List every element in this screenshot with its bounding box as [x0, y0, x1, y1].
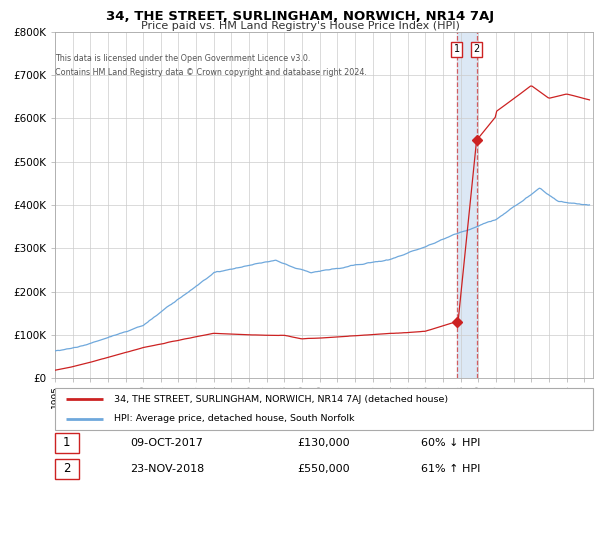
Text: Contains HM Land Registry data © Crown copyright and database right 2024.: Contains HM Land Registry data © Crown c… — [55, 68, 367, 77]
Text: 2: 2 — [473, 44, 480, 54]
Text: 34, THE STREET, SURLINGHAM, NORWICH, NR14 7AJ (detached house): 34, THE STREET, SURLINGHAM, NORWICH, NR1… — [114, 395, 448, 404]
FancyBboxPatch shape — [55, 433, 79, 453]
Text: £130,000: £130,000 — [297, 438, 350, 448]
Text: £550,000: £550,000 — [297, 464, 350, 474]
Text: 60% ↓ HPI: 60% ↓ HPI — [421, 438, 480, 448]
Text: 1: 1 — [63, 436, 71, 450]
Text: 23-NOV-2018: 23-NOV-2018 — [130, 464, 205, 474]
Text: This data is licensed under the Open Government Licence v3.0.: This data is licensed under the Open Gov… — [55, 54, 310, 63]
Text: HPI: Average price, detached house, South Norfolk: HPI: Average price, detached house, Sout… — [114, 414, 355, 423]
Text: Price paid vs. HM Land Registry's House Price Index (HPI): Price paid vs. HM Land Registry's House … — [140, 21, 460, 31]
Bar — [457, 32, 476, 378]
Text: 2: 2 — [63, 463, 71, 475]
Text: 09-OCT-2017: 09-OCT-2017 — [130, 438, 203, 448]
Text: 1: 1 — [454, 44, 460, 54]
Text: 61% ↑ HPI: 61% ↑ HPI — [421, 464, 480, 474]
Text: 34, THE STREET, SURLINGHAM, NORWICH, NR14 7AJ: 34, THE STREET, SURLINGHAM, NORWICH, NR1… — [106, 10, 494, 23]
FancyBboxPatch shape — [55, 459, 79, 479]
FancyBboxPatch shape — [55, 388, 593, 430]
